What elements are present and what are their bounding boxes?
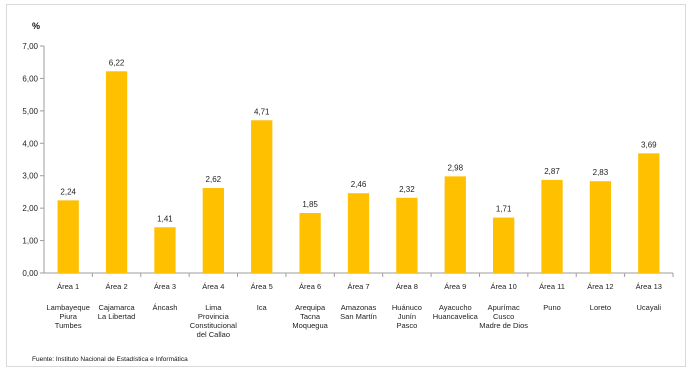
- x-category-label-10: Área 10: [491, 282, 517, 291]
- x-region-label: Piura: [59, 312, 77, 321]
- data-label-13: 3,69: [641, 140, 657, 149]
- bar-3: [154, 227, 176, 273]
- y-tick-label: 7,00: [22, 42, 38, 51]
- x-region-label: Lima: [205, 303, 222, 312]
- y-tick-label: 6,00: [22, 74, 38, 83]
- x-region-label: Moquegua: [292, 321, 328, 330]
- x-category-label-4: Área 4: [202, 282, 224, 291]
- x-region-label: Ica: [257, 303, 268, 312]
- x-region-label: Ayacucho: [439, 303, 472, 312]
- x-region-label: Huánuco: [392, 303, 422, 312]
- bar-8: [396, 197, 418, 273]
- bar-11: [541, 179, 563, 273]
- x-region-label: Tacna: [300, 312, 321, 321]
- bar-12: [589, 181, 612, 273]
- x-region-label: Loreto: [590, 303, 611, 312]
- bar-5: [251, 120, 273, 273]
- x-region-label: Puno: [543, 303, 561, 312]
- data-label-6: 1,85: [302, 200, 318, 209]
- bar-2: [105, 71, 128, 274]
- bar-7: [347, 193, 370, 273]
- bar-6: [299, 213, 321, 273]
- data-label-8: 2,32: [399, 185, 415, 194]
- y-axis-unit: %: [32, 21, 40, 31]
- x-category-label-7: Área 7: [347, 282, 369, 291]
- bar-1: [57, 200, 79, 273]
- x-category-label-1: Área 1: [57, 282, 79, 291]
- data-label-1: 2,24: [60, 187, 76, 196]
- x-category-label-13: Área 13: [636, 282, 662, 291]
- y-tick-label: 0,00: [22, 269, 38, 278]
- y-tick-label: 2,00: [22, 204, 38, 213]
- bar-10: [493, 217, 515, 273]
- x-category-label-6: Área 6: [299, 282, 321, 291]
- x-region-label: Tumbes: [55, 321, 82, 330]
- data-label-9: 2,98: [447, 163, 463, 172]
- bar-9: [444, 176, 466, 273]
- bar-13: [638, 153, 660, 273]
- x-region-label: La Libertad: [98, 312, 136, 321]
- data-label-4: 2,62: [206, 175, 222, 184]
- data-label-10: 1,71: [496, 205, 512, 214]
- x-region-label: Junín: [398, 312, 416, 321]
- bar-4: [202, 188, 224, 273]
- x-region-label: Cusco: [493, 312, 514, 321]
- x-region-label: Apurímac: [488, 303, 520, 312]
- x-region-label: San Martín: [340, 312, 377, 321]
- chart-frame: % 0,00 1,00 2,00 3,00 4,00 5,00 6,00 7,00 2,24 Áre…: [6, 4, 686, 367]
- x-category-label-8: Área 8: [396, 282, 418, 291]
- data-label-2: 6,22: [109, 58, 125, 67]
- x-category-label-5: Área 5: [251, 282, 273, 291]
- data-label-3: 1,41: [157, 214, 173, 223]
- x-region-label: Pasco: [396, 321, 417, 330]
- x-region-label: Lambayeque: [47, 303, 90, 312]
- y-tick-label: 4,00: [22, 139, 38, 148]
- x-region-label: Arequipa: [295, 303, 326, 312]
- x-category-label-9: Área 9: [444, 282, 466, 291]
- x-region-label: Constitucional: [190, 321, 237, 330]
- data-label-11: 2,87: [544, 167, 560, 176]
- bar-chart: % 0,00 1,00 2,00 3,00 4,00 5,00 6,00 7,00 2,24 Áre…: [22, 21, 674, 363]
- x-region-label: Madre de Dios: [479, 321, 528, 330]
- x-category-label-11: Área 11: [539, 282, 565, 291]
- data-label-7: 2,46: [351, 180, 367, 189]
- y-tick-label: 3,00: [22, 172, 38, 181]
- x-category-label-3: Área 3: [154, 282, 176, 291]
- x-region-label: del Callao: [197, 330, 230, 339]
- x-region-label: Provincia: [198, 312, 230, 321]
- x-category-label-2: Área 2: [106, 282, 128, 291]
- x-region-label: Cajamarca: [98, 303, 135, 312]
- data-label-5: 4,71: [254, 107, 270, 116]
- x-category-label-12: Área 12: [587, 282, 613, 291]
- x-region-label: Ucayali: [637, 303, 662, 312]
- y-tick-label: 5,00: [22, 107, 38, 116]
- x-region-label: Áncash: [152, 303, 177, 312]
- y-tick-label: 1,00: [22, 237, 38, 246]
- data-label-12: 2,83: [593, 168, 609, 177]
- x-region-label: Amazonas: [341, 303, 377, 312]
- x-region-label: Huancavelica: [433, 312, 479, 321]
- source-note: Fuente: Instituto Nacional de Estadístic…: [32, 356, 188, 363]
